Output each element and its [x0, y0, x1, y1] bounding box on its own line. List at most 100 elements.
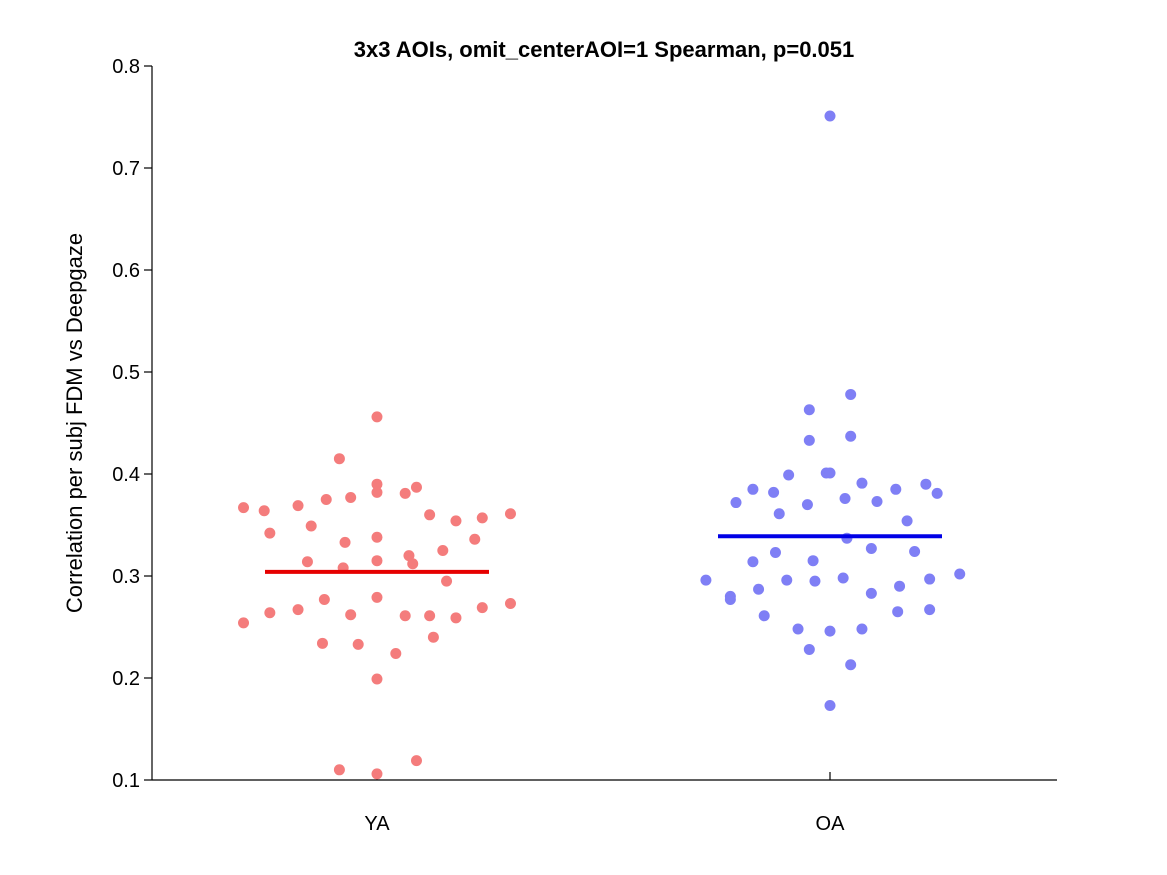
- data-point-ya: [403, 550, 415, 562]
- data-point-oa: [700, 574, 712, 586]
- data-point-oa: [809, 575, 821, 587]
- data-point-ya: [407, 558, 419, 570]
- data-point-ya: [390, 648, 402, 660]
- data-point-oa: [730, 497, 742, 509]
- data-point-ya: [371, 478, 383, 490]
- data-point-ya: [424, 509, 436, 521]
- data-point-oa: [753, 583, 765, 595]
- data-point-ya: [292, 500, 304, 512]
- data-point-oa: [769, 547, 781, 559]
- data-point-ya: [427, 631, 439, 643]
- data-point-oa: [792, 623, 804, 635]
- data-point-oa: [839, 492, 851, 504]
- data-points: [238, 110, 966, 780]
- data-point-ya: [345, 491, 357, 503]
- data-point-ya: [371, 591, 383, 603]
- data-point-oa: [724, 593, 736, 605]
- data-point-ya: [504, 508, 516, 520]
- data-point-oa: [924, 604, 936, 616]
- y-tick-label: 0.3: [112, 566, 140, 588]
- data-point-oa: [824, 700, 836, 712]
- data-point-ya: [476, 512, 488, 524]
- data-point-ya: [333, 764, 345, 776]
- data-point-ya: [238, 502, 250, 514]
- data-point-oa: [901, 515, 913, 527]
- data-point-ya: [371, 555, 383, 567]
- data-point-ya: [318, 593, 330, 605]
- data-point-oa: [924, 573, 936, 585]
- data-point-oa: [824, 625, 836, 637]
- y-tick-label: 0.1: [112, 770, 140, 792]
- data-point-oa: [781, 574, 793, 586]
- y-tick-label: 0.7: [112, 158, 140, 180]
- data-point-oa: [807, 555, 819, 567]
- y-tick-label: 0.8: [112, 56, 140, 78]
- data-point-ya: [371, 411, 383, 423]
- data-point-ya: [352, 638, 364, 650]
- y-tick-label: 0.5: [112, 362, 140, 384]
- data-point-oa: [954, 568, 966, 580]
- data-point-ya: [258, 505, 270, 517]
- data-point-oa: [768, 486, 780, 498]
- data-point-ya: [450, 515, 462, 527]
- data-point-ya: [371, 768, 383, 780]
- data-point-ya: [333, 453, 345, 465]
- y-ticks: 0.1 0.2 0.3 0.4 0.5 0.6 0.7 0.8: [112, 56, 152, 792]
- data-point-oa: [892, 606, 904, 618]
- data-point-ya: [320, 494, 332, 505]
- data-point-oa: [824, 110, 836, 122]
- data-point-oa: [773, 508, 785, 520]
- chart-title: 3x3 AOIs, omit_centerAOI=1 Spearman, p=0…: [354, 37, 855, 62]
- data-point-ya: [410, 481, 422, 493]
- data-point-oa: [890, 483, 902, 495]
- y-tick-label: 0.4: [112, 464, 140, 486]
- data-point-ya: [264, 527, 276, 539]
- data-point-ya: [476, 602, 488, 614]
- data-point-oa: [871, 496, 883, 508]
- data-point-ya: [292, 604, 304, 616]
- y-tick-label: 0.6: [112, 260, 140, 282]
- y-tick-label: 0.2: [112, 668, 140, 690]
- data-point-oa: [894, 580, 906, 592]
- data-point-oa: [837, 572, 849, 584]
- x-tick-label-oa: OA: [816, 813, 846, 835]
- data-point-oa: [803, 643, 815, 655]
- data-point-oa: [747, 483, 759, 495]
- data-point-oa: [801, 499, 813, 511]
- data-point-ya: [371, 673, 383, 685]
- data-point-oa: [845, 430, 857, 442]
- data-point-ya: [450, 612, 462, 624]
- data-point-ya: [399, 487, 411, 499]
- data-point-ya: [371, 531, 383, 543]
- data-point-ya: [441, 575, 453, 587]
- data-point-oa: [747, 556, 759, 568]
- data-point-ya: [371, 486, 383, 498]
- data-point-ya: [301, 556, 313, 568]
- data-point-ya: [345, 609, 357, 621]
- data-point-oa: [931, 487, 943, 499]
- x-tick-label-ya: YA: [364, 813, 390, 835]
- data-point-oa: [783, 469, 795, 481]
- data-point-oa: [856, 477, 868, 489]
- data-point-ya: [410, 755, 422, 767]
- data-point-oa: [865, 542, 877, 554]
- data-point-ya: [339, 536, 351, 548]
- data-point-oa: [803, 434, 815, 446]
- data-point-ya: [437, 545, 449, 556]
- data-point-ya: [305, 520, 317, 532]
- data-point-oa: [803, 404, 815, 416]
- data-point-oa: [909, 546, 921, 558]
- data-point-ya: [316, 637, 328, 649]
- data-point-oa: [845, 659, 857, 671]
- data-point-ya: [469, 533, 481, 545]
- data-point-ya: [399, 610, 411, 622]
- data-point-ya: [264, 607, 276, 619]
- data-point-oa: [856, 623, 868, 635]
- data-point-oa: [865, 587, 877, 599]
- y-axis-label: Correlation per subj FDM vs Deepgaze: [62, 233, 87, 613]
- x-ticks: YA OA: [364, 772, 845, 835]
- data-point-oa: [824, 467, 836, 479]
- data-point-ya: [504, 598, 516, 610]
- data-point-oa: [758, 610, 770, 622]
